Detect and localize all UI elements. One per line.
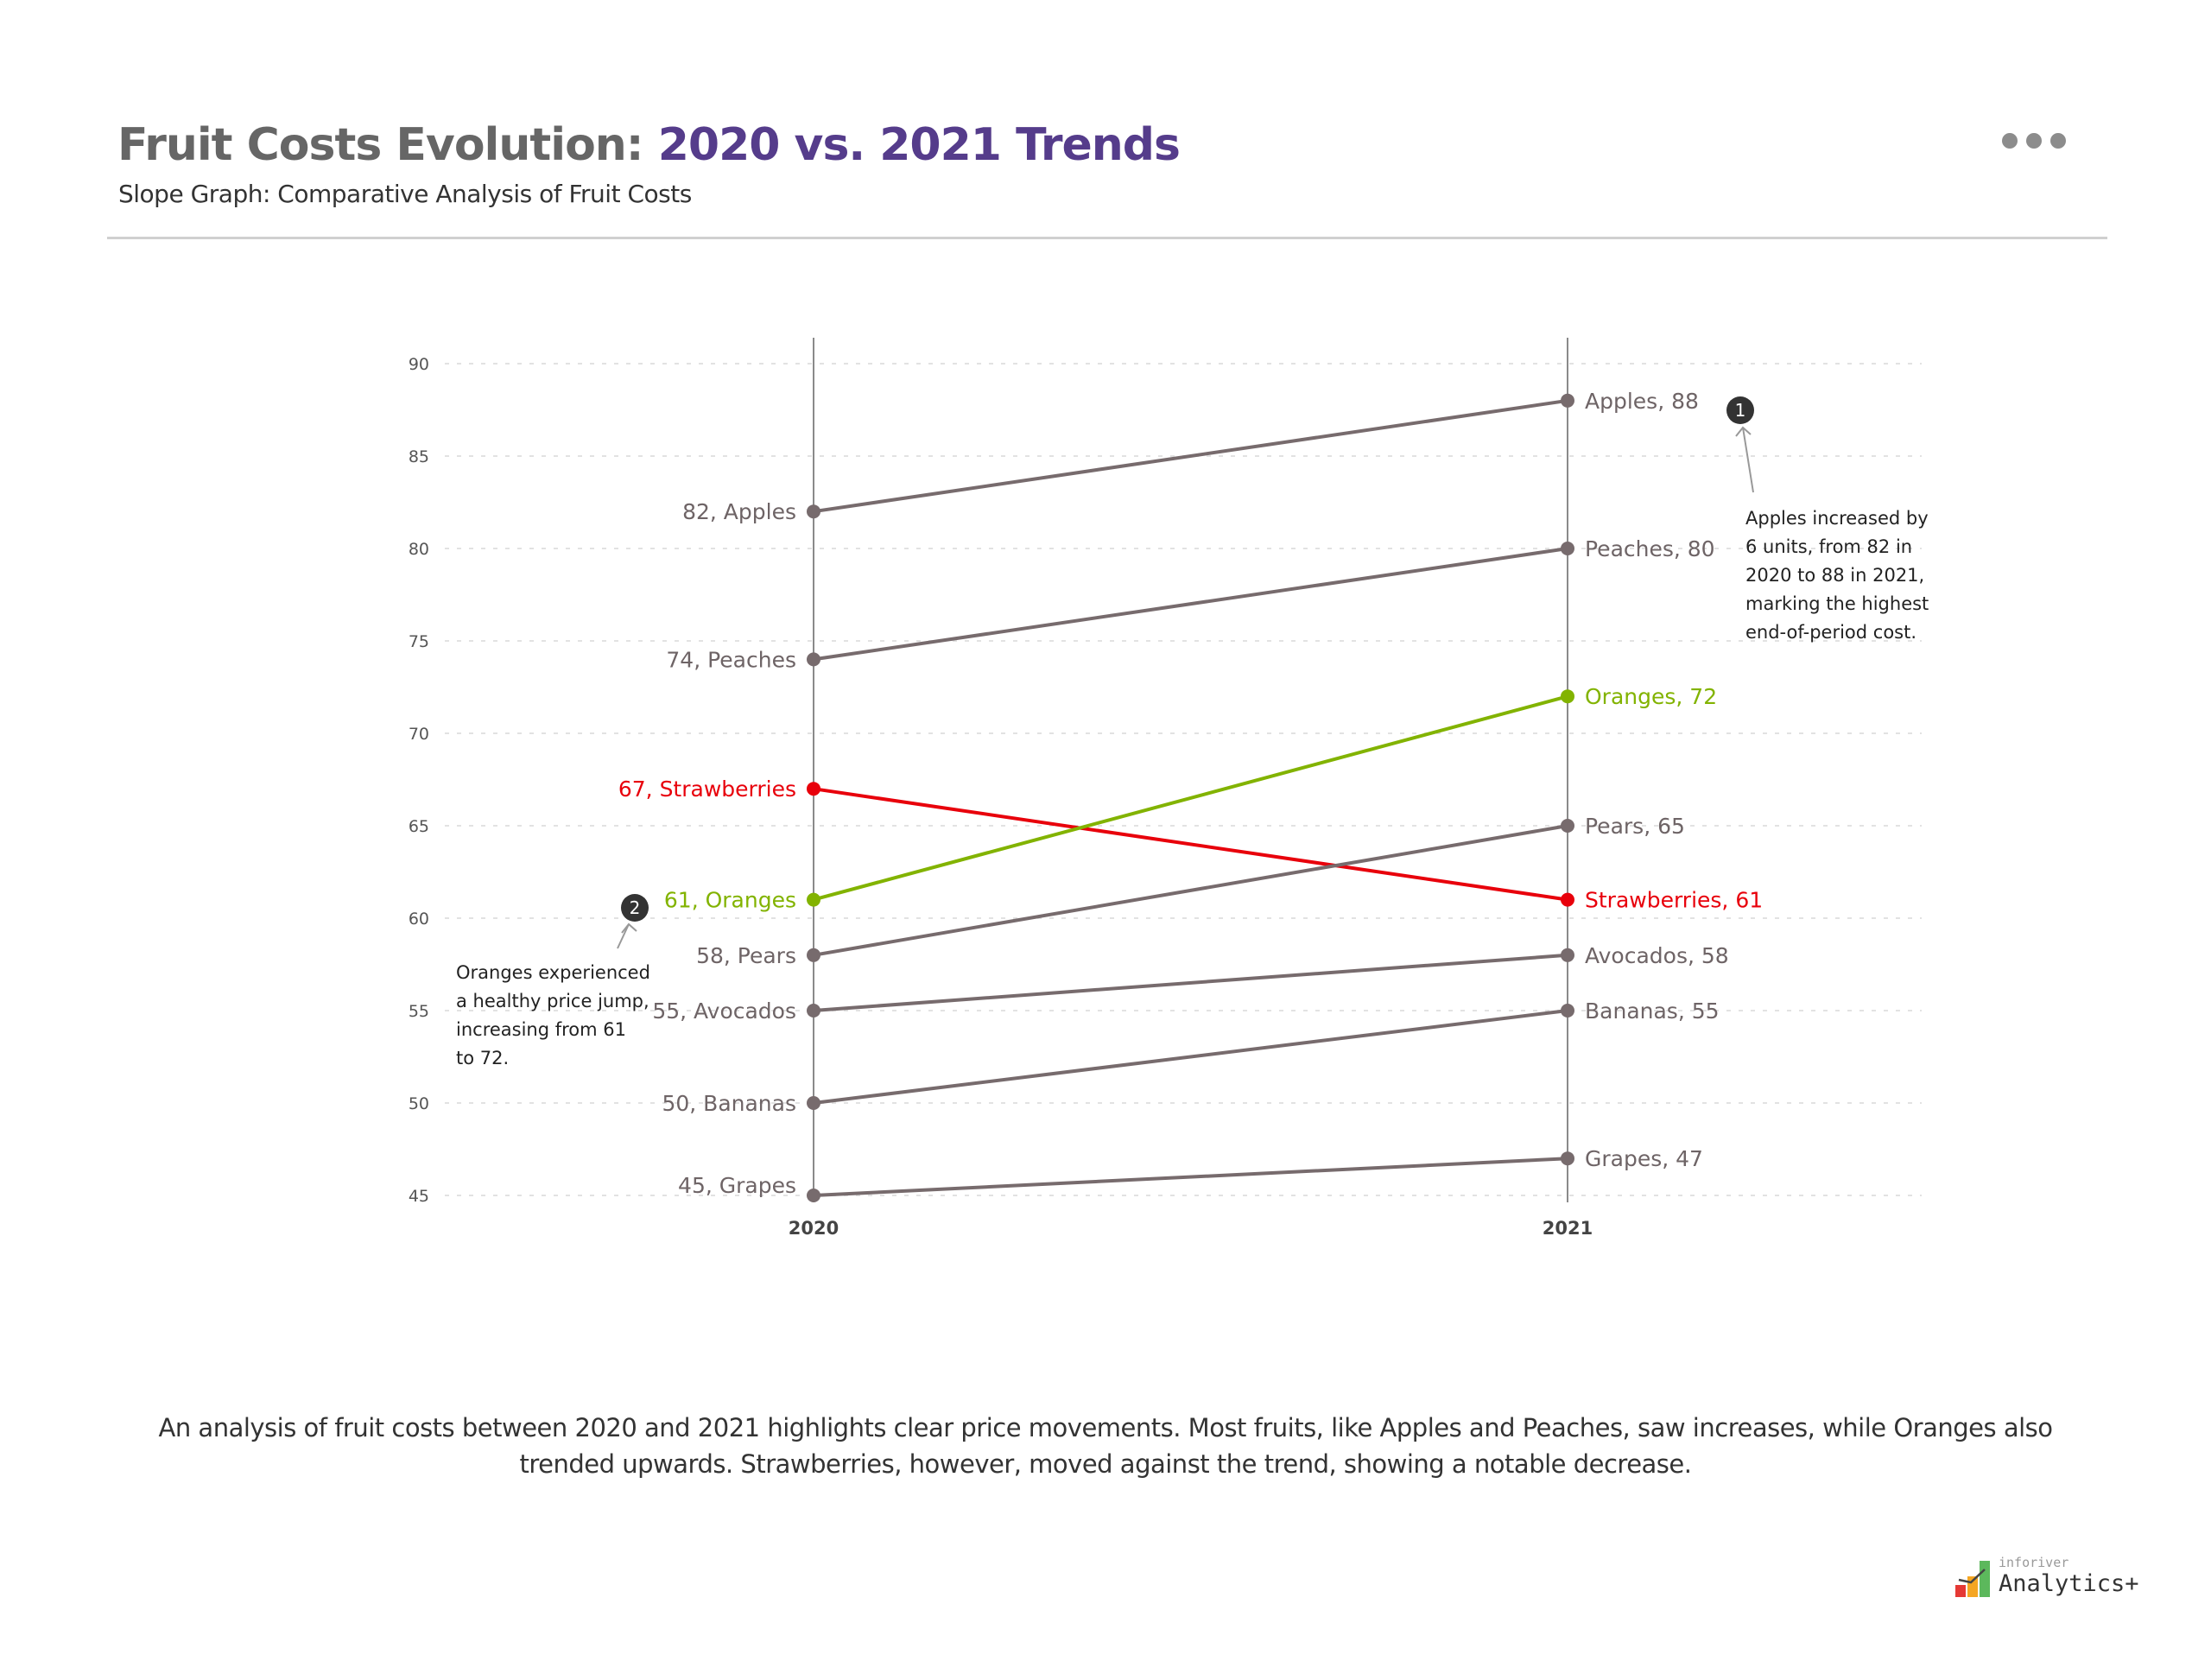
- data-point: [1561, 1004, 1574, 1018]
- x-tick-label: 2021: [1543, 1218, 1593, 1239]
- data-point: [807, 892, 820, 907]
- logo-big-text: Analytics+: [1999, 1570, 2139, 1597]
- data-label: Grapes, 47: [1585, 1146, 1703, 1171]
- annotation-text: 6 units, from 82 in: [1745, 536, 1912, 557]
- ellipsis-icon: [2050, 133, 2066, 149]
- annotation-marker: [1726, 396, 1754, 424]
- data-point: [1561, 689, 1574, 704]
- y-tick-label: 50: [409, 1094, 429, 1113]
- data-point: [1561, 948, 1574, 962]
- annotation-text: 2020 to 88 in 2021,: [1745, 565, 1924, 586]
- series-line-avocados: [813, 953, 1568, 1012]
- series-line-peaches: [813, 547, 1568, 662]
- annotation-text: a healthy price jump,: [456, 991, 649, 1011]
- data-label: Apples, 88: [1585, 389, 1699, 414]
- inforiver-logo: inforiver Analytics+: [1954, 1555, 2139, 1597]
- data-label: 50, Bananas: [662, 1091, 796, 1116]
- annotation-text: end-of-period cost.: [1745, 622, 1916, 643]
- annotation-text: Apples increased by: [1745, 508, 1929, 529]
- data-label: 58, Pears: [696, 943, 796, 968]
- series-line-grapes: [813, 1157, 1568, 1197]
- annotation-text: increasing from 61: [456, 1019, 626, 1040]
- page-subtitle: Slope Graph: Comparative Analysis of Fru…: [118, 180, 692, 208]
- ellipsis-icon: [2002, 133, 2018, 149]
- data-point: [1561, 542, 1574, 555]
- data-label: Bananas, 55: [1585, 998, 1720, 1024]
- data-label: Oranges, 72: [1585, 684, 1717, 709]
- y-tick-label: 70: [409, 725, 429, 744]
- data-point: [807, 782, 820, 796]
- data-label: 55, Avocados: [652, 998, 796, 1024]
- data-label: 82, Apples: [682, 499, 796, 524]
- data-label: Strawberries, 61: [1585, 888, 1763, 913]
- logo-small-text: inforiver: [1999, 1555, 2069, 1570]
- annotation-text: to 72.: [456, 1048, 509, 1068]
- header-divider: [107, 237, 2107, 239]
- y-tick-label: 45: [409, 1187, 429, 1206]
- page-title: Fruit Costs Evolution: 2020 vs. 2021 Tre…: [117, 119, 1181, 171]
- y-tick-label: 65: [409, 817, 429, 836]
- series-line-pears: [813, 824, 1568, 957]
- more-options-button[interactable]: [2002, 133, 2066, 149]
- data-point: [807, 948, 820, 962]
- y-tick-label: 60: [409, 910, 429, 929]
- data-label: 74, Peaches: [666, 647, 796, 672]
- y-tick-label: 80: [409, 540, 429, 559]
- annotation-arrow: [1742, 427, 1754, 493]
- data-point: [1561, 892, 1574, 907]
- annotation-text: Oranges experienced: [456, 962, 650, 983]
- data-point: [807, 504, 820, 519]
- data-label: Avocados, 58: [1585, 943, 1729, 968]
- data-point: [1561, 393, 1574, 408]
- logo-bars-icon: [1955, 1561, 1990, 1597]
- annotation-text: marking the highest: [1745, 593, 1929, 614]
- series-line-apples: [813, 398, 1568, 514]
- annotation-arrow: [617, 923, 630, 949]
- data-label: 67, Strawberries: [618, 777, 796, 802]
- data-point: [807, 1189, 820, 1202]
- arrowhead-icon: [1735, 426, 1752, 437]
- annotation-marker: [621, 894, 649, 922]
- series-line-oranges: [813, 694, 1568, 902]
- series-line-bananas: [813, 1009, 1568, 1105]
- data-point: [807, 1004, 820, 1018]
- title-accent: 2020 vs. 2021 Trends: [657, 119, 1181, 171]
- data-label: 61, Oranges: [664, 888, 796, 913]
- data-point: [1561, 1151, 1574, 1166]
- chart-summary: An analysis of fruit costs between 2020 …: [158, 1413, 2053, 1479]
- y-tick-label: 55: [409, 1002, 429, 1021]
- data-label: Pears, 65: [1585, 814, 1685, 839]
- data-label: 45, Grapes: [678, 1173, 796, 1198]
- annotation-number: 2: [630, 897, 641, 918]
- title-main: Fruit Costs Evolution:: [117, 119, 658, 171]
- data-point: [807, 652, 820, 667]
- y-tick-label: 75: [409, 632, 429, 651]
- data-label: Peaches, 80: [1585, 536, 1715, 561]
- arrowhead-icon: [621, 922, 637, 934]
- ellipsis-icon: [2026, 133, 2042, 149]
- data-point: [1561, 819, 1574, 833]
- x-tick-label: 2020: [789, 1218, 839, 1239]
- series-line-strawberries: [813, 787, 1568, 902]
- annotation-number: 1: [1735, 400, 1746, 421]
- y-tick-label: 90: [409, 355, 429, 374]
- data-point: [807, 1096, 820, 1110]
- y-tick-label: 85: [409, 447, 429, 466]
